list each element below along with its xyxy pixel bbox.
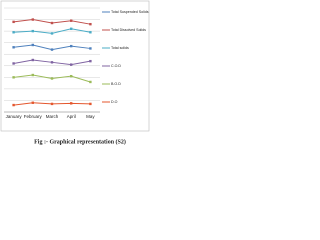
point — [50, 48, 54, 51]
point — [89, 102, 92, 106]
point — [50, 32, 54, 35]
point — [12, 76, 15, 79]
x-tick-label: May — [86, 114, 95, 119]
x-tick-label: March — [46, 114, 59, 119]
point — [70, 63, 73, 66]
point — [89, 59, 92, 63]
x-tick-label: April — [67, 114, 76, 119]
legend-label: Total solids — [111, 46, 129, 50]
point — [50, 102, 54, 106]
point — [12, 46, 15, 49]
point — [12, 31, 15, 34]
x-tick-label: February — [24, 114, 43, 119]
legend-label: Total Dissolved Solids — [111, 28, 146, 32]
chart: Fig :- Graphical representation (S2) Jan… — [0, 0, 150, 145]
point — [89, 22, 92, 26]
point — [31, 73, 34, 77]
point — [50, 21, 54, 25]
point — [70, 27, 73, 30]
point — [12, 20, 15, 24]
point — [12, 103, 15, 107]
caption: Fig :- Graphical representation (S2) — [34, 138, 126, 145]
legend-label: Total Suspended Solids — [111, 10, 149, 14]
point — [70, 102, 73, 105]
x-tick-label: January — [6, 114, 23, 119]
chart-frame — [0, 0, 150, 132]
point — [89, 80, 92, 84]
point — [70, 74, 73, 78]
point — [50, 61, 54, 64]
point — [31, 29, 34, 33]
point — [89, 31, 92, 34]
legend-label: D.O — [111, 100, 118, 104]
point — [31, 58, 34, 62]
point — [31, 18, 34, 21]
point — [89, 47, 92, 50]
point — [31, 101, 34, 104]
point — [70, 19, 73, 22]
page: {"chart_data": {"type": "line", "caption… — [0, 0, 150, 150]
point — [31, 43, 34, 47]
legend-label: C.O.D — [111, 64, 121, 68]
point — [12, 62, 15, 65]
legend-label: B.O.D — [111, 82, 121, 86]
point — [50, 77, 54, 80]
point — [70, 44, 73, 48]
